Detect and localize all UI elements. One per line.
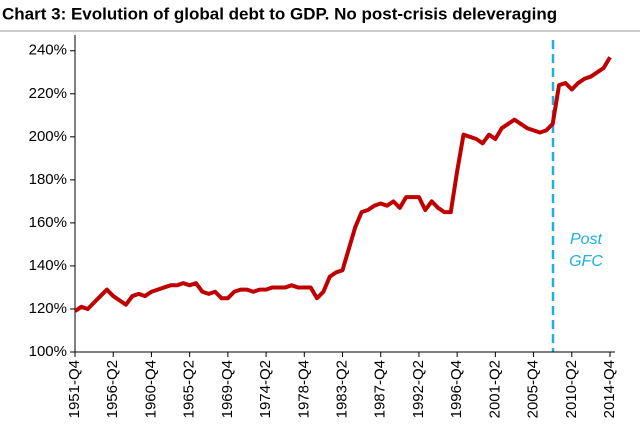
annotation: GFC: [569, 253, 603, 270]
x-tick-label: 1983-Q2: [333, 360, 350, 418]
y-tick-label: 140%: [29, 257, 67, 274]
x-tick-label: 2001-Q2: [486, 360, 503, 418]
x-tick-label: 2005-Q4: [525, 360, 542, 418]
y-tick-label: 180%: [29, 171, 67, 188]
x-tick-label: 1960-Q4: [142, 360, 159, 418]
annotation: Post: [570, 231, 603, 248]
x-tick-label: 1996-Q4: [448, 360, 465, 418]
y-tick-label: 240%: [29, 42, 67, 59]
x-tick-label: 1956-Q2: [104, 360, 121, 418]
y-tick-label: 220%: [29, 85, 67, 102]
y-tick-label: 160%: [29, 214, 67, 231]
x-tick-label: 1992-Q2: [410, 360, 427, 418]
x-tick-label: 2014-Q4: [601, 360, 618, 418]
chart-title: Chart 3: Evolution of global debt to GDP…: [2, 4, 557, 23]
data-line: [73, 56, 612, 313]
y-tick-label: 200%: [29, 128, 67, 145]
x-tick-label: 1965-Q2: [181, 360, 198, 418]
x-tick-label: 1969-Q4: [219, 360, 236, 418]
x-tick-label: 1974-Q2: [257, 360, 274, 418]
x-tick-label: 1951-Q4: [66, 360, 83, 418]
y-tick-label: 120%: [29, 300, 67, 317]
x-tick-label: 2010-Q2: [563, 360, 580, 418]
y-tick-label: 100%: [29, 343, 67, 360]
x-tick-label: 1987-Q4: [372, 360, 389, 418]
x-tick-label: 1978-Q4: [295, 360, 312, 418]
